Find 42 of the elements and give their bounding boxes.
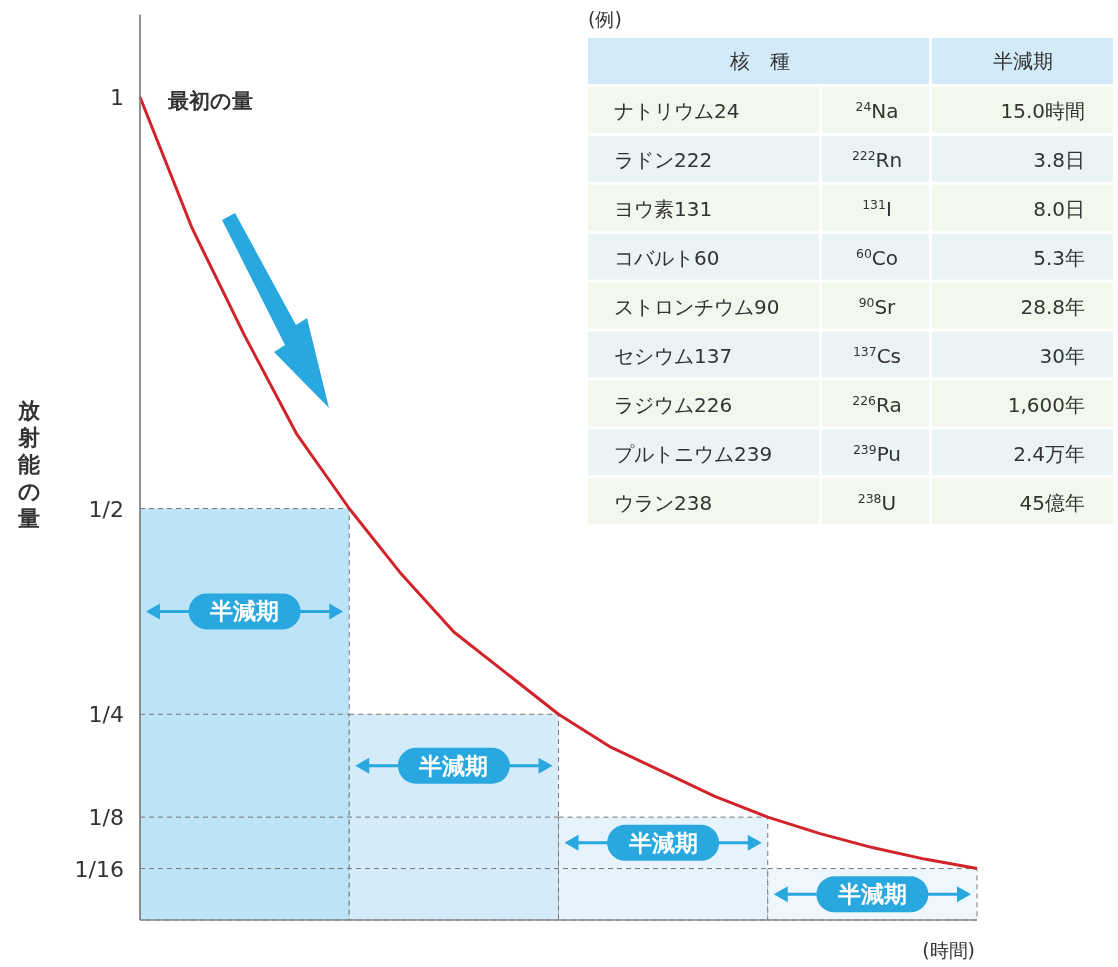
annotation: $^{137}$Cs bbox=[852, 343, 902, 368]
y-tick-label: 1/8 bbox=[88, 805, 124, 831]
annotation: プルトニウム239 bbox=[614, 441, 773, 466]
annotation: 15.0時間 bbox=[1000, 99, 1085, 124]
text: (例) bbox=[588, 8, 622, 30]
text: 1,600年 bbox=[1007, 392, 1085, 417]
annotation: ラジウム226 bbox=[614, 392, 733, 417]
annotation: $^{239}$Pu bbox=[852, 441, 902, 466]
annotation: $^{222}$Rn bbox=[851, 147, 903, 173]
y-tick-label: 1 bbox=[110, 85, 124, 110]
text: 28.8年 bbox=[1020, 295, 1085, 320]
annotation: $^{60}$Co bbox=[856, 245, 898, 271]
annotation: ラドン222 bbox=[614, 148, 713, 173]
annotation: 最初の量 bbox=[167, 89, 253, 113]
data-label: 半減期 bbox=[418, 752, 489, 779]
annotation: コバルト60 bbox=[614, 246, 720, 271]
annotation: セシウム137 bbox=[614, 343, 733, 368]
annotation: ナトリウム24 bbox=[614, 99, 740, 124]
y-tick-label: 1/2 bbox=[88, 496, 124, 522]
y-axis-title: 放射能の量 bbox=[17, 398, 41, 531]
text: 3.8日 bbox=[1033, 148, 1085, 173]
annotation: $^{24}$Na bbox=[855, 98, 899, 124]
text: 45億年 bbox=[1019, 490, 1085, 515]
y-tick-label: 1/16 bbox=[74, 856, 124, 882]
y-tick-label: 1/4 bbox=[88, 702, 124, 728]
text: 2.4万年 bbox=[1013, 441, 1085, 466]
annotation: $^{226}$Ra bbox=[852, 392, 902, 417]
text: 8.0日 bbox=[1033, 197, 1085, 222]
x-axis-title: (時間) bbox=[922, 939, 975, 961]
text: 5.3年 bbox=[1033, 246, 1085, 271]
category-label: 半減期 bbox=[992, 49, 1053, 73]
category-label: 核 種 bbox=[729, 49, 790, 73]
data-label: 半減期 bbox=[836, 881, 907, 908]
annotation: $^{90}$Sr bbox=[858, 294, 897, 320]
annotation: ストロンチウム90 bbox=[614, 295, 780, 320]
text: 30年 bbox=[1039, 343, 1085, 368]
data-label: 半減期 bbox=[209, 598, 280, 625]
annotation: $^{238}$U bbox=[857, 490, 897, 515]
data-label: 半減期 bbox=[627, 829, 698, 856]
annotation: $^{131}$I bbox=[862, 196, 892, 222]
annotation: ヨウ素131 bbox=[614, 197, 713, 222]
annotation: ウラン238 bbox=[614, 490, 713, 515]
